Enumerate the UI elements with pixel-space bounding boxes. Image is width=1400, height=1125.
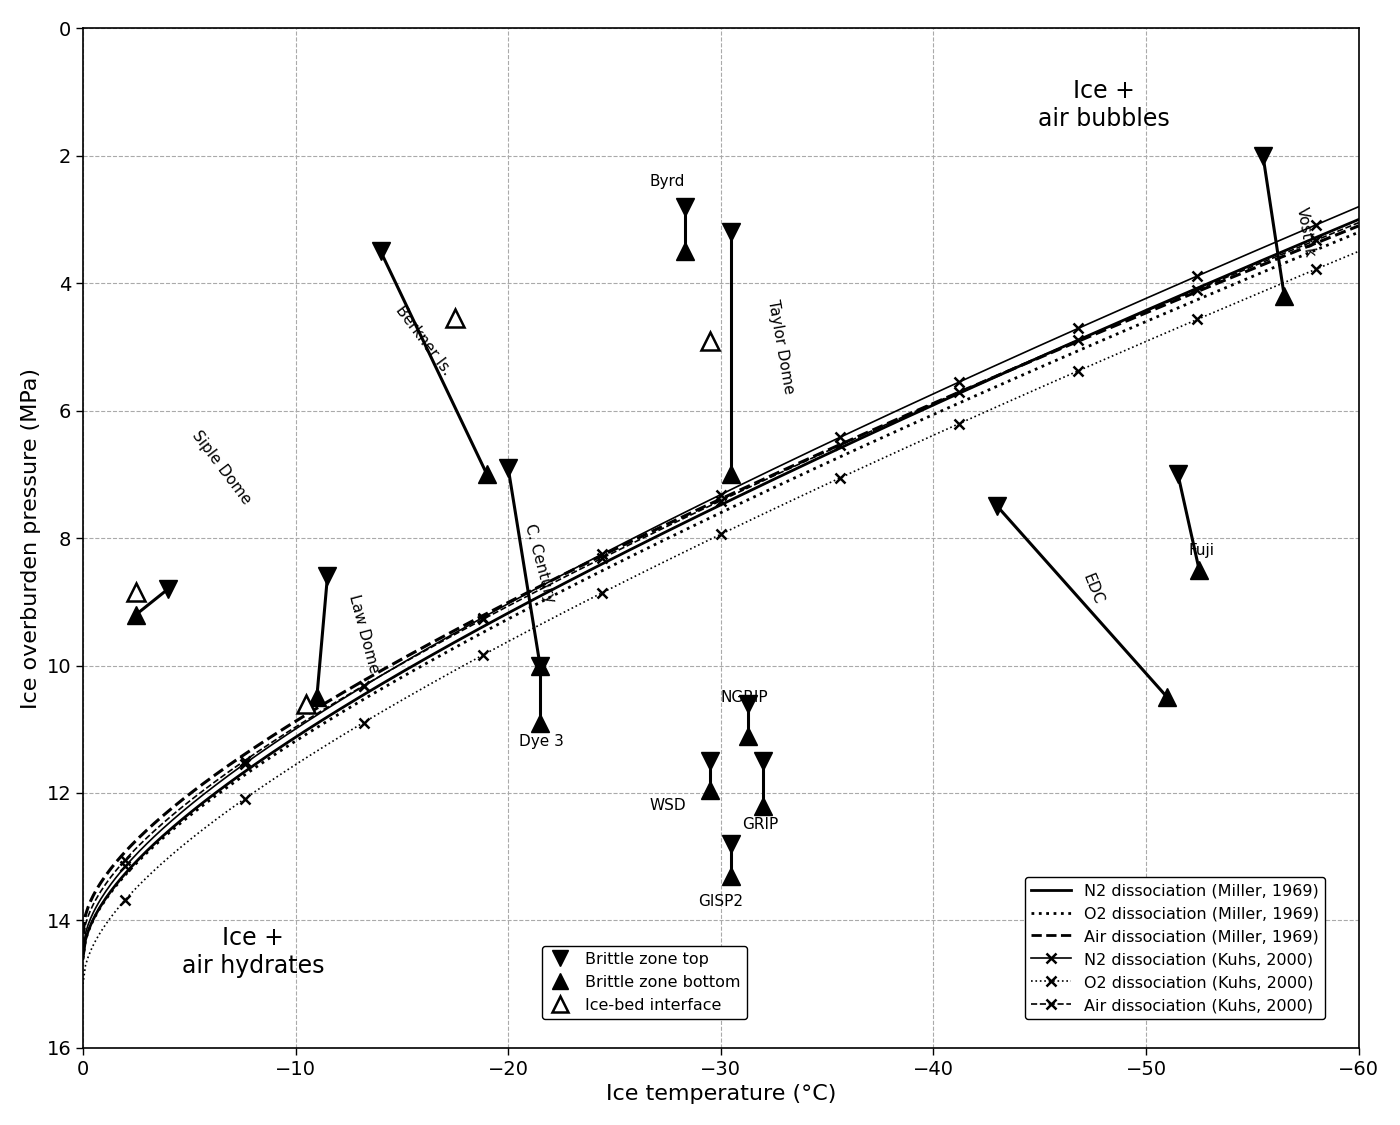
Text: Vostok: Vostok — [1294, 206, 1317, 259]
Text: Berkner Is.: Berkner Is. — [392, 303, 454, 378]
Text: GISP2: GISP2 — [699, 893, 743, 909]
Text: Law Dome: Law Dome — [346, 593, 381, 675]
Text: WSD: WSD — [650, 798, 686, 813]
Y-axis label: Ice overburden pressure (MPa): Ice overburden pressure (MPa) — [21, 368, 41, 709]
Text: GRIP: GRIP — [742, 817, 778, 832]
Text: Dye 3: Dye 3 — [519, 735, 564, 749]
Text: Fuji: Fuji — [1189, 543, 1215, 558]
Text: NGRIP: NGRIP — [721, 690, 769, 705]
Text: Siple Dome: Siple Dome — [189, 429, 253, 507]
Legend: N2 dissociation (Miller, 1969), O2 dissociation (Miller, 1969), Air dissociation: N2 dissociation (Miller, 1969), O2 disso… — [1025, 876, 1326, 1019]
Text: C. Century: C. Century — [522, 522, 557, 604]
Text: Taylor Dome: Taylor Dome — [764, 298, 797, 395]
Text: EDC: EDC — [1079, 572, 1106, 606]
Text: Ice +
air bubbles: Ice + air bubbles — [1037, 79, 1169, 130]
X-axis label: Ice temperature (°C): Ice temperature (°C) — [606, 1084, 836, 1104]
Text: Byrd: Byrd — [650, 173, 686, 189]
Text: Ice +
air hydrates: Ice + air hydrates — [182, 926, 325, 978]
